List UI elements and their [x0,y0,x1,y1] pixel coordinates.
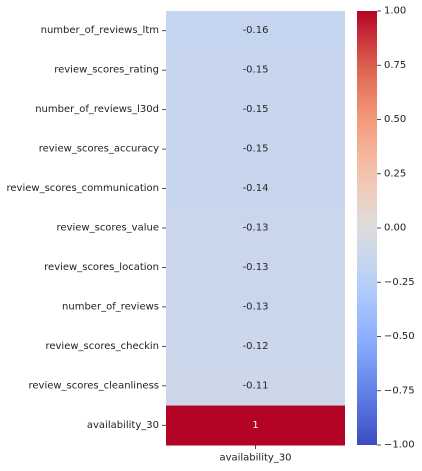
y-tick-label: review_scores_communication [7,183,160,194]
heatmap-cell [166,247,345,288]
colorbar-tick-label: 1.00 [384,6,406,17]
heatmap-cells: -0.16 -0.15 -0.15 -0.15 -0.14 -0.13 -0.13 -0.13… [166,11,345,446]
y-tick-label: review_scores_rating [54,65,159,76]
cell-value-label: -0.11 [243,380,269,391]
cell-value-label: -0.13 [243,262,269,273]
heatmap-cell [166,89,345,130]
colorbar-ticks: 1.00 0.75 0.50 0.25 0.00 −0.25 −0.50 −0.75 −1.00 [377,6,415,451]
colorbar-tick-label: 0.25 [384,168,406,179]
cell-value-label: 1 [252,420,258,431]
heatmap-cell [166,287,345,328]
colorbar-tick-label: −1.00 [384,440,415,451]
colorbar-tick-label: 0.50 [384,114,406,125]
colorbar-tick-label: 0.75 [384,60,406,71]
cell-value-label: -0.16 [243,25,269,36]
y-tick-label: review_scores_checkin [45,341,159,352]
x-tick-label: availability_30 [219,453,291,464]
cell-value-label: -0.15 [243,144,269,155]
heatmap-cell [166,11,345,51]
heatmap-cell [166,129,345,170]
x-tick-labels: availability_30 [219,445,292,464]
colorbar-gradient [357,11,377,445]
cell-value-label: -0.12 [243,341,269,352]
y-tick-label: review_scores_location [44,262,159,273]
y-tick-label: review_scores_accuracy [39,144,159,155]
cell-value-label: -0.13 [243,301,269,312]
y-tick-label: number_of_reviews_ltm [41,25,159,36]
colorbar-tick-label: 0.00 [384,223,406,234]
heatmap-cell [166,366,345,407]
colorbar-tick-label: −0.25 [384,277,415,288]
y-tick-label: number_of_reviews [62,301,159,312]
cell-value-label: -0.14 [243,183,269,194]
y-tick-label: review_scores_value [57,223,159,234]
y-tick-label: review_scores_cleanliness [28,380,159,391]
heatmap-cell [166,50,345,91]
colorbar: 1.00 0.75 0.50 0.25 0.00 −0.25 −0.50 −0.75 −1.00 [357,6,415,451]
heatmap-cell [166,208,345,249]
y-tick-label: number_of_reviews_l30d [35,104,159,115]
cell-value-label: -0.15 [243,65,269,76]
heatmap-cell [166,405,345,446]
heatmap-cell [166,168,345,209]
cell-value-label: -0.15 [243,104,269,115]
y-tick-label: availability_30 [87,420,159,431]
colorbar-tick-label: −0.50 [384,331,415,342]
colorbar-tick-label: −0.75 [384,385,415,396]
heatmap-cell [166,326,345,367]
cell-value-label: -0.13 [243,223,269,234]
y-tick-labels: number_of_reviews_ltm review_scores_ratin… [7,25,166,431]
